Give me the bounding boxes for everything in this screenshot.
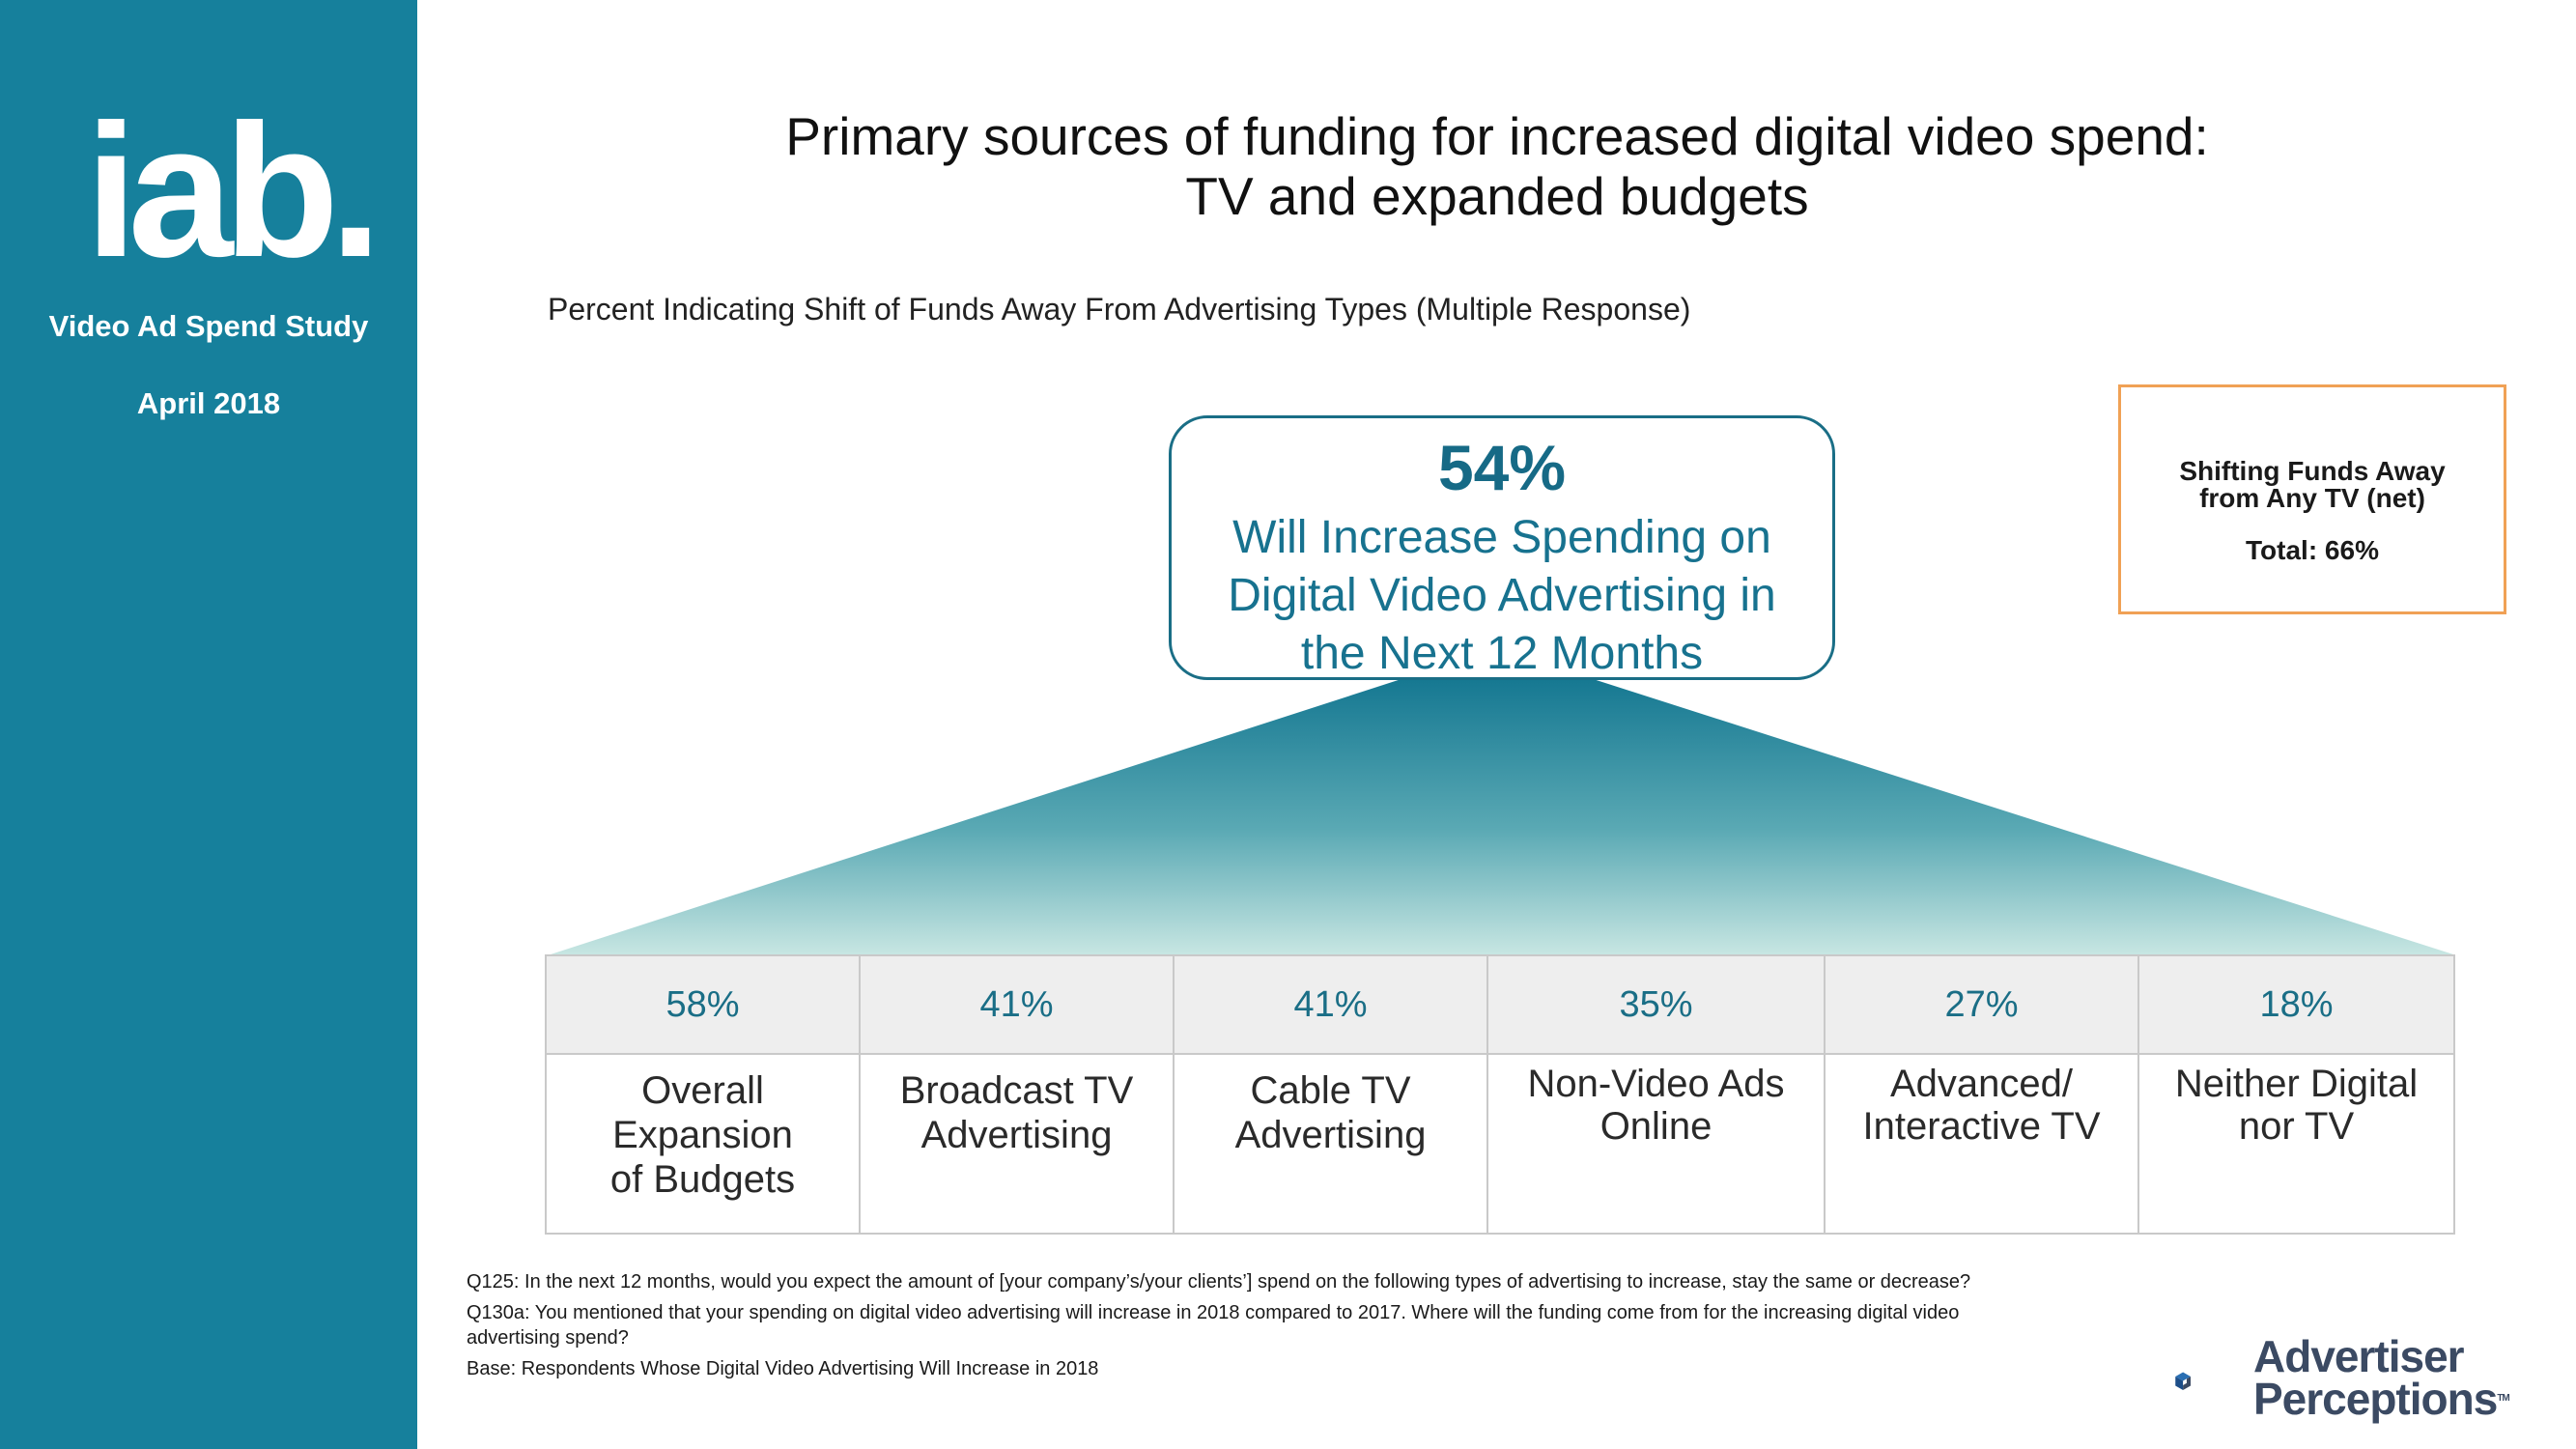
brand-line-2: PerceptionsTM bbox=[2253, 1377, 2510, 1421]
value-label: 27% bbox=[1944, 984, 2019, 1025]
category-label: Overall Expansion of Budgets bbox=[547, 1055, 859, 1202]
value-label: 35% bbox=[1619, 984, 1693, 1025]
values-row: 58% 41% 41% 35% 27% 18% bbox=[547, 956, 2453, 1055]
net-box-label-line-1: Shifting Funds Away bbox=[2179, 456, 2446, 486]
iab-logo: iab. bbox=[85, 85, 382, 297]
category-cell: Non-Video Ads Online bbox=[1488, 1055, 1826, 1233]
net-box-label: Shifting Funds Away from Any TV (net) bbox=[2121, 458, 2504, 512]
headline-text-line-1: Will Increase Spending on bbox=[1232, 512, 1771, 563]
study-title: Video Ad Spend Study bbox=[48, 309, 369, 343]
category-cell: Cable TV Advertising bbox=[1175, 1055, 1488, 1233]
headline-text-line-2: Digital Video Advertising in bbox=[1228, 570, 1776, 621]
advertiser-perceptions-logo-icon bbox=[2175, 1372, 2191, 1390]
category-label: Non-Video Ads Online bbox=[1488, 1055, 1824, 1148]
value-cell: 27% bbox=[1826, 956, 2139, 1053]
category-label-line-2: Interactive TV bbox=[1862, 1105, 2101, 1148]
footnotes: Q125: In the next 12 months, would you e… bbox=[467, 1269, 1973, 1387]
category-label-line-1: Neither Digital bbox=[2174, 1063, 2419, 1105]
category-label-line-2: Online bbox=[1599, 1105, 1713, 1148]
category-label-line-1: Advanced/ bbox=[1889, 1063, 2074, 1105]
category-label: Neither Digital nor TV bbox=[2139, 1055, 2453, 1148]
category-label-line-2: Advertising bbox=[1234, 1114, 1427, 1156]
category-label-line-2: of Budgets bbox=[609, 1158, 796, 1201]
category-label-line-1: Non-Video Ads bbox=[1527, 1063, 1785, 1105]
headline-text: Will Increase Spending on Digital Video … bbox=[1172, 509, 1832, 683]
sidebar: iab. Video Ad Spend Study April 2018 bbox=[0, 0, 417, 1449]
study-date: April 2018 bbox=[136, 386, 281, 420]
category-label-line-1: Overall Expansion bbox=[612, 1069, 793, 1156]
value-label: 41% bbox=[979, 984, 1054, 1025]
footnote-q125: Q125: In the next 12 months, would you e… bbox=[467, 1271, 1971, 1293]
category-label-line-1: Broadcast TV bbox=[899, 1069, 1134, 1112]
value-cell: 35% bbox=[1488, 956, 1826, 1053]
category-label: Cable TV Advertising bbox=[1175, 1055, 1486, 1157]
page-title: Primary sources of funding for increased… bbox=[580, 106, 2415, 226]
category-cell: Advanced/Interactive TV bbox=[1826, 1055, 2139, 1233]
title-line-2: TV and expanded budgets bbox=[1185, 166, 1809, 226]
net-tv-box: Shifting Funds Away from Any TV (net) To… bbox=[2118, 384, 2506, 614]
brand-line-1: Advertiser bbox=[2253, 1331, 2465, 1381]
headline-text-line-3: the Next 12 Months bbox=[1300, 628, 1704, 679]
value-cell: 41% bbox=[1175, 956, 1488, 1053]
funnel-shape bbox=[551, 676, 2453, 954]
value-cell: 18% bbox=[2139, 956, 2453, 1053]
net-box-label-line-2: from Any TV (net) bbox=[2199, 483, 2425, 513]
value-cell: 41% bbox=[861, 956, 1175, 1053]
brand-line-2-text: Perceptions bbox=[2253, 1374, 2498, 1424]
headline-percent: 54% bbox=[1437, 432, 1567, 503]
category-label: Advanced/Interactive TV bbox=[1826, 1055, 2137, 1148]
value-cell: 58% bbox=[547, 956, 861, 1053]
value-label: 58% bbox=[665, 984, 740, 1025]
headline-callout: 54% Will Increase Spending on Digital Vi… bbox=[1169, 415, 1835, 680]
category-cell: Neither Digital nor TV bbox=[2139, 1055, 2453, 1233]
title-line-1: Primary sources of funding for increased… bbox=[785, 106, 2209, 166]
value-label: 41% bbox=[1293, 984, 1368, 1025]
data-table: 58% 41% 41% 35% 27% 18% Overall Expansion of B… bbox=[545, 954, 2455, 1235]
brand-tm: TM bbox=[2497, 1393, 2509, 1404]
category-label-line-2: Advertising bbox=[920, 1114, 1113, 1156]
net-box-total: Total: 66% bbox=[2246, 535, 2379, 565]
footnote-base: Base: Respondents Whose Digital Video Ad… bbox=[467, 1358, 1099, 1379]
advertiser-perceptions-wordmark: Advertiser PerceptionsTM bbox=[2253, 1331, 2510, 1421]
category-label-line-2: nor TV bbox=[2238, 1105, 2355, 1148]
labels-row: Overall Expansion of Budgets Broadcast TV A… bbox=[547, 1055, 2453, 1233]
category-label: Broadcast TV Advertising bbox=[861, 1055, 1173, 1157]
footnote-q130a: Q130a: You mentioned that your spending … bbox=[467, 1302, 1960, 1349]
category-cell: Overall Expansion of Budgets bbox=[547, 1055, 861, 1233]
category-cell: Broadcast TV Advertising bbox=[861, 1055, 1175, 1233]
category-label-line-1: Cable TV bbox=[1250, 1069, 1411, 1112]
chart-subtitle: Percent Indicating Shift of Funds Away F… bbox=[548, 292, 1691, 327]
value-label: 18% bbox=[2259, 984, 2334, 1025]
